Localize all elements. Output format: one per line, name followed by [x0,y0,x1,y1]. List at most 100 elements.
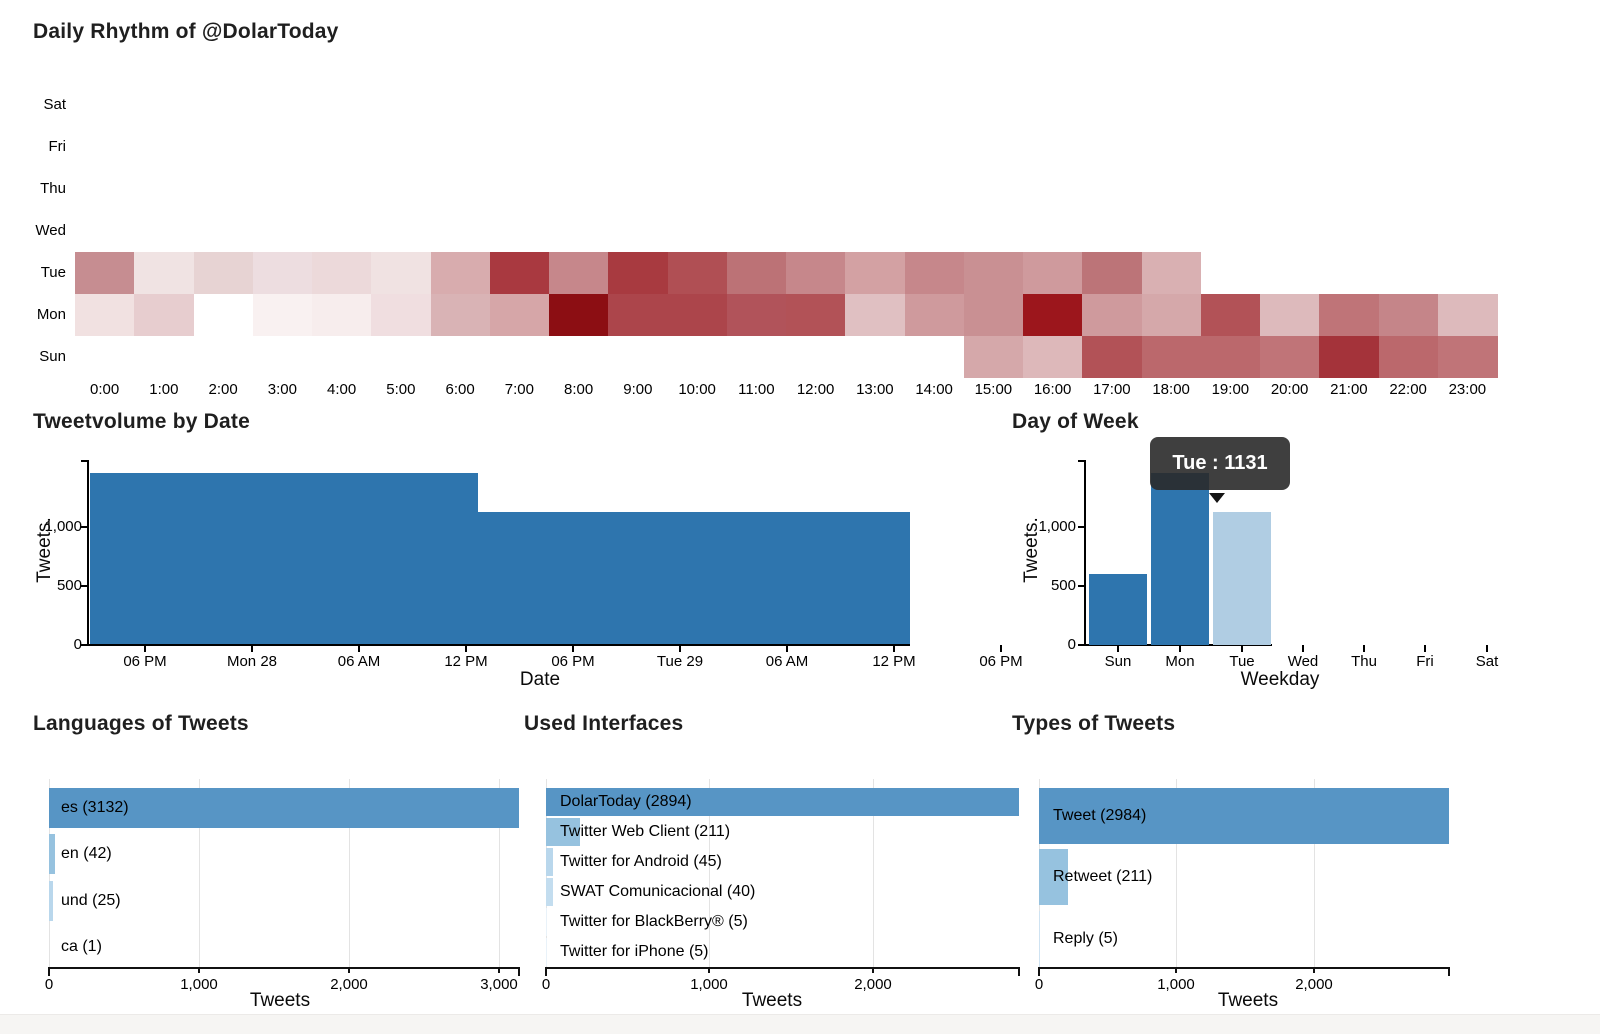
types-x-axis-end-tick [1448,967,1450,976]
interfaces-bar[interactable] [546,788,1020,816]
tweetvolume-x-tick [572,645,574,652]
types-x-tick-label: 2,000 [1295,976,1333,993]
day-of-week-bar-tue[interactable] [1213,511,1271,645]
day-of-week-baseline [1085,644,1272,646]
day-of-week-x-tick-label: Sat [1475,653,1499,670]
heatmap-cell-mon-3[interactable] [252,294,313,336]
heatmap-cell-sun-19[interactable] [1200,336,1261,378]
heatmap-cell-mon-1[interactable] [134,294,195,336]
heatmap-hour-label: 18:00 [1152,381,1190,398]
interfaces-bar[interactable] [546,818,581,846]
heatmap-cell-tue-8[interactable] [549,252,609,294]
heatmap-cell-mon-8[interactable] [549,294,609,336]
tweetvolume-y-tick-label: 500 [56,577,82,594]
day-of-week-x-tick-label: Fri [1416,653,1434,670]
heatmap-cell-sun-20[interactable] [1260,336,1320,378]
heatmap-cell-mon-7[interactable] [489,294,550,336]
heatmap-cell-mon-5[interactable] [371,294,432,336]
types-bar[interactable] [1039,788,1450,844]
heatmap-hour-label: 13:00 [856,381,894,398]
tweetvolume-x-tick-label: 06 AM [337,653,381,670]
heatmap-cell-sun-21[interactable] [1319,336,1380,378]
day-of-week-y-tick-label: 0 [1067,636,1076,653]
heatmap-cell-mon-0[interactable] [75,294,135,336]
heatmap-cell-mon-13[interactable] [845,294,906,336]
heatmap-cell-mon-21[interactable] [1319,294,1380,336]
heatmap-cell-tue-0[interactable] [75,252,135,294]
heatmap-cell-tue-10[interactable] [667,252,728,294]
interfaces-bar[interactable] [546,938,547,966]
languages-bar[interactable] [49,834,56,874]
day-of-week-x-axis-title: Weekday [1240,669,1320,690]
heatmap-cell-sun-15[interactable] [963,336,1024,378]
languages-bar[interactable] [49,881,53,921]
heatmap-cell-mon-18[interactable] [1141,294,1202,336]
heatmap-cell-tue-17[interactable] [1082,252,1143,294]
day-of-week-x-tick [1363,645,1365,652]
heatmap-cell-mon-6[interactable] [430,294,491,336]
types-bar[interactable] [1039,911,1040,967]
heatmap-hour-label: 8:00 [564,381,594,398]
tweetvolume-x-tick-label: Tue 29 [656,653,704,670]
heatmap-cell-mon-9[interactable] [608,294,669,336]
heatmap-cell-tue-11[interactable] [726,252,787,294]
types-gridline [1176,779,1177,968]
heatmap-cell-sun-18[interactable] [1141,336,1202,378]
tweetvolume-x-tick-label: Mon 28 [226,653,278,670]
heatmap-day-label: Sat [43,96,66,113]
heatmap-cell-mon-17[interactable] [1082,294,1143,336]
heatmap-cell-mon-4[interactable] [312,294,372,336]
tweetvolume-y-axis-top-tick [81,460,87,462]
heatmap-cell-tue-7[interactable] [489,252,550,294]
heatmap-cell-mon-15[interactable] [963,294,1024,336]
heatmap-cell-mon-10[interactable] [667,294,728,336]
heatmap-cell-mon-12[interactable] [786,294,846,336]
heatmap-cell-tue-9[interactable] [608,252,669,294]
heatmap-cell-tue-6[interactable] [430,252,491,294]
day-of-week-bar-mon[interactable] [1151,472,1209,645]
types-bar[interactable] [1039,849,1068,905]
tweetvolume-x-tick [679,645,681,652]
interfaces-bar[interactable] [546,908,547,936]
tweetvolume-y-tick-label: 0 [73,636,82,653]
heatmap-cell-mon-19[interactable] [1200,294,1261,336]
heatmap-cell-mon-22[interactable] [1378,294,1439,336]
tweetvolume-x-tick [465,645,467,652]
heatmap-cell-sun-22[interactable] [1378,336,1439,378]
heatmap-cell-mon-23[interactable] [1437,294,1498,336]
heatmap-cell-mon-20[interactable] [1260,294,1320,336]
heatmap-hour-label: 20:00 [1270,381,1309,398]
tweetvolume-area-segment[interactable] [90,472,478,645]
heatmap-cell-sun-17[interactable] [1082,336,1143,378]
tooltip: Tue : 1131 [1150,437,1290,490]
interfaces-bar[interactable] [546,878,553,906]
heatmap-cell-tue-2[interactable] [193,252,254,294]
heatmap-hour-label: 6:00 [445,381,475,398]
tweetvolume-x-tick [251,645,253,652]
heatmap-cell-mon-16[interactable] [1023,294,1083,336]
heatmap-cell-tue-18[interactable] [1141,252,1202,294]
interfaces-x-tick-label: 0 [541,976,551,993]
heatmap-cell-mon-11[interactable] [726,294,787,336]
heatmap-cell-mon-14[interactable] [904,294,965,336]
day-of-week-x-tick-label: Sun [1104,653,1132,670]
heatmap-cell-tue-1[interactable] [134,252,195,294]
languages-bar[interactable] [49,788,519,828]
heatmap-cell-sun-16[interactable] [1023,336,1083,378]
day-of-week-bar-sun[interactable] [1089,573,1147,645]
heatmap-cell-tue-15[interactable] [963,252,1024,294]
heatmap-cell-tue-14[interactable] [904,252,965,294]
tweetvolume-y-axis-line [87,460,89,646]
heatmap-cell-sun-23[interactable] [1437,336,1498,378]
heatmap-hour-label: 21:00 [1330,381,1368,398]
languages-x-tick-label: 1,000 [180,976,218,993]
interfaces-bar-label: SWAT Comunicacional (40) [560,883,756,900]
heatmap-cell-tue-13[interactable] [845,252,906,294]
heatmap-cell-tue-3[interactable] [252,252,313,294]
heatmap-cell-tue-4[interactable] [312,252,372,294]
heatmap-cell-tue-12[interactable] [786,252,846,294]
heatmap-cell-tue-16[interactable] [1023,252,1083,294]
interfaces-bar[interactable] [546,848,554,876]
tweetvolume-area-segment[interactable] [478,511,910,645]
heatmap-cell-tue-5[interactable] [371,252,432,294]
